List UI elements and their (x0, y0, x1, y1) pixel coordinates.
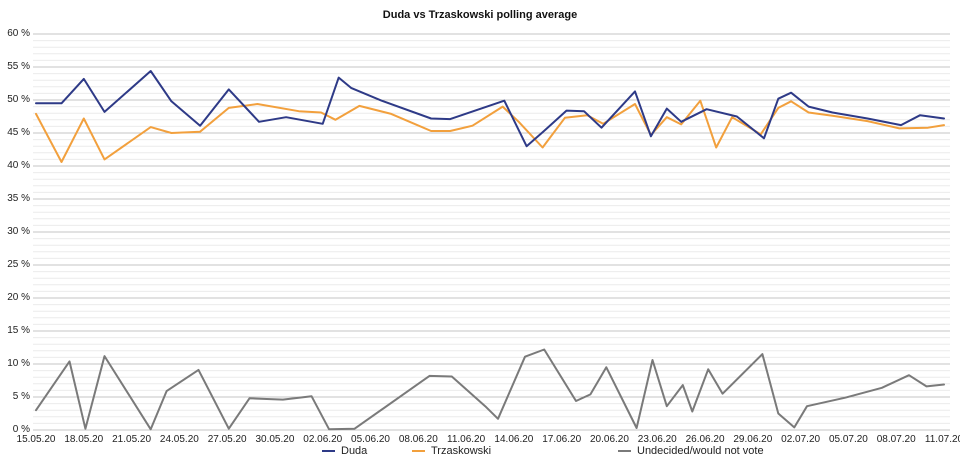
y-axis-label: 30 % (7, 226, 30, 237)
y-axis-label: 40 % (7, 160, 30, 171)
x-axis-label: 02.06.20 (303, 434, 343, 445)
y-axis-label: 35 % (7, 193, 30, 204)
x-axis-label: 05.06.20 (351, 434, 390, 445)
y-axis-label: 45 % (7, 127, 30, 138)
y-axis-label: 50 % (7, 94, 30, 105)
x-axis-label: 30.05.20 (255, 434, 295, 445)
y-axis-label: 55 % (7, 61, 30, 72)
x-axis-label: 11.07.20 (924, 434, 960, 445)
x-axis-label: 08.07.20 (876, 434, 916, 445)
x-axis-label: 11.06.20 (447, 434, 486, 445)
y-axis-label: 20 % (7, 292, 30, 303)
legend-label: Duda (341, 445, 368, 457)
y-axis-label: 15 % (7, 325, 30, 336)
legend-color-dash (322, 450, 335, 452)
series-line-trzaskowski (35, 99, 945, 163)
y-axis-label: 10 % (7, 358, 30, 369)
legend-label: Trzaskowski (431, 445, 492, 457)
legend-color-dash (618, 450, 631, 452)
legend-item-trzaskowski: Trzaskowski (412, 445, 491, 457)
y-axis-label: 0 % (12, 424, 30, 435)
x-axis-label: 26.06.20 (685, 434, 725, 445)
x-axis-label: 14.06.20 (494, 434, 534, 445)
chart-title: Duda vs Trzaskowski polling average (382, 9, 578, 21)
x-axis-label: 02.07.20 (781, 434, 821, 445)
y-axis-label: 60 % (7, 28, 30, 39)
x-axis-label: 27.05.20 (207, 434, 247, 445)
x-axis-label: 05.07.20 (828, 434, 868, 445)
x-axis-label: 20.06.20 (590, 434, 629, 445)
legend-color-dash (412, 450, 425, 452)
chart-legend: Duda Trzaskowski Undecided/would not vote (0, 445, 960, 459)
series-line-duda (35, 70, 945, 148)
x-axis-label: 17.06.20 (542, 434, 582, 445)
legend-item-undecided-would-not-vote: Undecided/would not vote (618, 445, 764, 457)
legend-item-duda: Duda (322, 445, 367, 457)
x-axis-label: 18.05.20 (64, 434, 104, 445)
x-axis-label: 29.06.20 (733, 434, 773, 445)
y-axis-label: 25 % (7, 259, 30, 270)
y-axis-label: 5 % (12, 391, 30, 402)
x-axis-label: 08.06.20 (398, 434, 438, 445)
legend-label: Undecided/would not vote (637, 445, 764, 457)
x-axis-label: 24.05.20 (159, 434, 199, 445)
series-line-undecided-would-not-vote (35, 348, 945, 431)
x-axis-label: 21.05.20 (112, 434, 152, 445)
x-axis-label: 15.05.20 (16, 434, 56, 445)
x-axis-label: 23.06.20 (637, 434, 677, 445)
